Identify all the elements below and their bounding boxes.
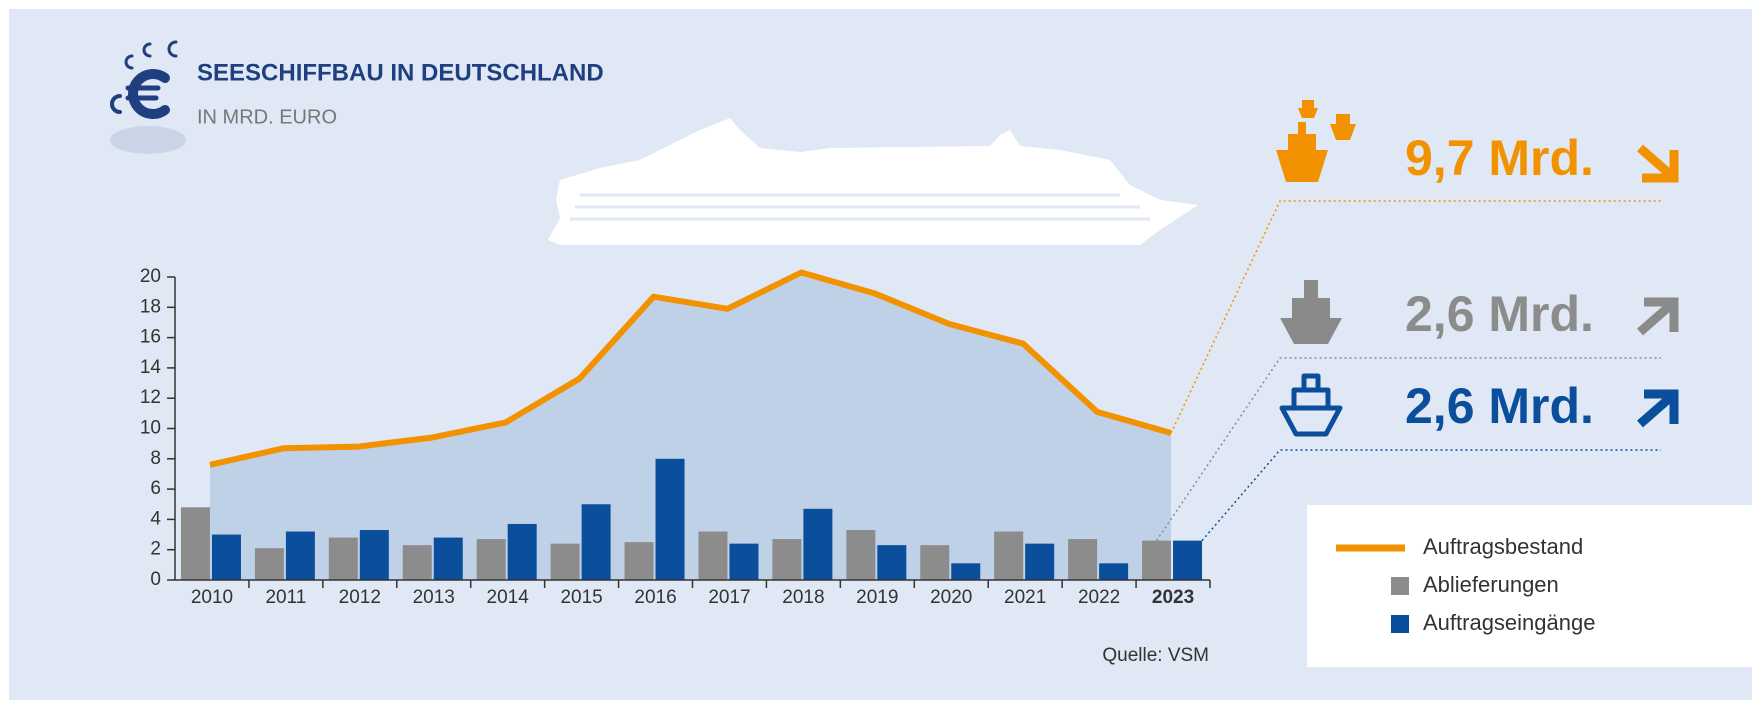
y-tick-label: 4	[150, 508, 161, 529]
bar	[360, 530, 389, 580]
bar	[772, 539, 801, 580]
bar	[551, 544, 580, 580]
y-tick-label: 20	[140, 266, 161, 287]
bar	[255, 548, 284, 580]
x-tick-label: 2018	[782, 587, 824, 608]
y-tick-label: 0	[150, 569, 161, 590]
euro-reflection	[110, 126, 186, 154]
bar	[1025, 544, 1054, 580]
bar	[1173, 541, 1202, 580]
chart-title: SEESCHIFFBAU IN DEUTSCHLAND	[197, 59, 604, 86]
bar	[1068, 539, 1097, 580]
bar	[286, 532, 315, 580]
source: Quelle: VSM	[1102, 645, 1209, 666]
x-tick-label: 2023	[1152, 587, 1194, 608]
bar	[625, 542, 654, 580]
bar	[434, 538, 463, 580]
bar	[877, 545, 906, 580]
bar	[212, 535, 241, 580]
bar	[994, 532, 1023, 580]
x-tick-label: 2021	[1004, 587, 1046, 608]
x-tick-label: 2011	[265, 587, 306, 608]
bar	[920, 545, 949, 580]
y-tick-label: 16	[140, 327, 161, 348]
y-tick-label: 12	[140, 387, 161, 408]
y-tick-label: 8	[150, 448, 161, 469]
y-tick-label: 10	[140, 418, 161, 439]
chart-subtitle: IN MRD. EURO	[197, 106, 337, 128]
x-tick-label: 2012	[339, 587, 381, 608]
y-tick-label: 6	[150, 478, 161, 499]
chart: SEESCHIFFBAU IN DEUTSCHLAND IN MRD. EURO…	[0, 0, 1752, 709]
x-tick-label: 2014	[487, 587, 530, 608]
legend-label: Auftragsbestand	[1423, 534, 1583, 559]
bar	[698, 532, 727, 580]
y-tick-label: 14	[140, 357, 162, 378]
legend-label: Auftragseingänge	[1423, 610, 1595, 635]
bar	[1142, 541, 1171, 580]
x-tick-label: 2017	[708, 587, 750, 608]
bar	[1099, 563, 1128, 580]
callout-value: 9,7 Mrd.	[1405, 130, 1594, 186]
bar	[181, 507, 210, 580]
x-tick-label: 2010	[191, 587, 233, 608]
x-tick-label: 2015	[560, 587, 602, 608]
bar	[477, 539, 506, 580]
bar	[729, 544, 758, 580]
bar	[846, 530, 875, 580]
legend-swatch	[1391, 615, 1409, 633]
bar	[582, 504, 611, 580]
callout-value: 2,6 Mrd.	[1405, 378, 1594, 434]
bar	[329, 538, 358, 580]
bar	[656, 459, 685, 580]
bar	[508, 524, 537, 580]
x-tick-label: 2013	[413, 587, 455, 608]
callout-value: 2,6 Mrd.	[1405, 286, 1594, 342]
y-tick-label: 18	[140, 296, 161, 317]
y-tick-label: 2	[150, 539, 161, 560]
legend-swatch	[1391, 577, 1409, 595]
x-tick-label: 2022	[1078, 587, 1120, 608]
x-tick-label: 2020	[930, 587, 972, 608]
legend-label: Ablieferungen	[1423, 572, 1559, 597]
bar	[403, 545, 432, 580]
bar	[951, 563, 980, 580]
x-tick-label: 2016	[634, 587, 676, 608]
x-tick-label: 2019	[856, 587, 898, 608]
bar	[803, 509, 832, 580]
